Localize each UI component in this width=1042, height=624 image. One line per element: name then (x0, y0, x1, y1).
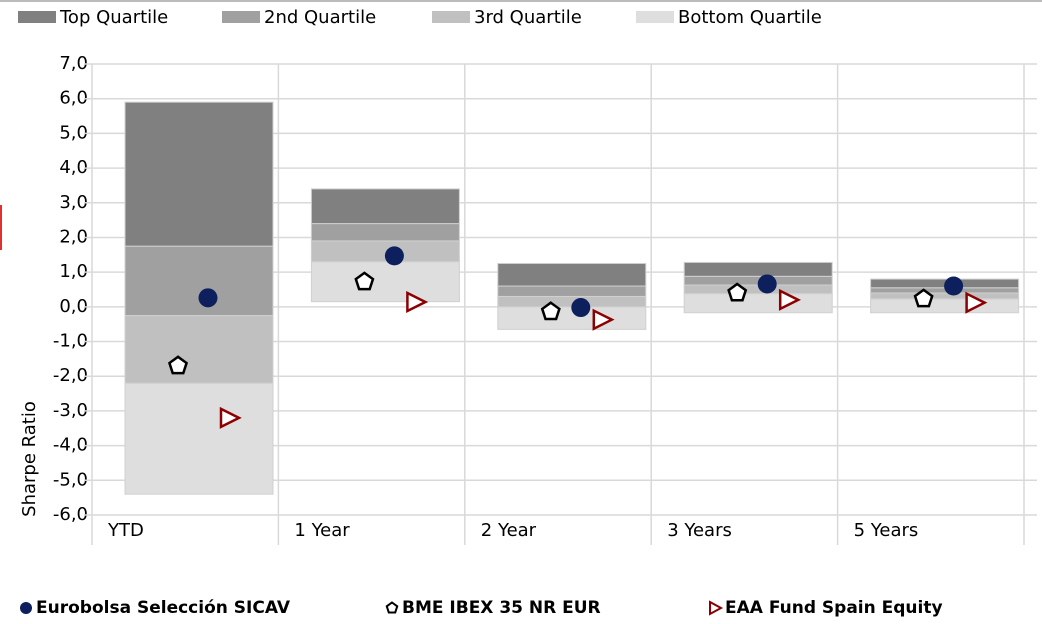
x-tick-label: 2 Year (481, 520, 537, 541)
y-tick-label: 7,0 (59, 53, 88, 74)
y-tick-label: 6,0 (59, 88, 88, 109)
y-tick-label: 4,0 (59, 157, 88, 178)
marker-pentagon (167, 355, 189, 375)
quartile-segment (497, 285, 647, 297)
marker-triangle (778, 288, 801, 311)
legend-label: BME IBEX 35 NR EUR (402, 598, 601, 618)
y-tick-label: -4,0 (53, 435, 88, 456)
y-tick-label: -2,0 (53, 365, 88, 386)
x-tick-label: 3 Years (667, 520, 732, 541)
quartile-segment (124, 382, 274, 495)
legend-swatch (222, 11, 260, 23)
y-tick-label: 0,0 (59, 296, 88, 317)
x-tick-label: 5 Years (854, 520, 919, 541)
quartile-segment (310, 188, 460, 225)
legend-marker (709, 600, 724, 616)
legend-label: 3rd Quartile (474, 7, 582, 28)
marker-triangle (965, 291, 988, 314)
y-tick-label: 3,0 (59, 192, 88, 213)
quartile-segment (870, 298, 1020, 314)
marker-circle (384, 246, 404, 266)
marker-triangle (592, 308, 615, 331)
legend-label: Eurobolsa Selección SICAV (36, 598, 291, 618)
x-tick-label: YTD (107, 520, 144, 541)
marker-pentagon (913, 288, 934, 308)
x-tick-label: 1 Year (294, 520, 350, 541)
y-axis-label: Sharpe Ratio (19, 401, 40, 517)
marker-circle (757, 274, 777, 294)
y-tick-label: -6,0 (53, 504, 88, 525)
marker-circle (944, 276, 964, 296)
quartile-segment (124, 315, 274, 384)
quartile-segment (124, 245, 274, 317)
quartile-segment (683, 293, 833, 314)
quartile-segment (870, 292, 1020, 300)
y-tick-label: -5,0 (53, 469, 88, 490)
legend-label: Bottom Quartile (678, 7, 822, 28)
legend-marker (385, 601, 399, 614)
legend-swatch (432, 11, 470, 23)
y-tick-label: 5,0 (59, 122, 88, 143)
marker-triangle (406, 290, 429, 314)
quartile-segment (124, 101, 274, 247)
quartile-segment (683, 261, 833, 277)
y-tick-label: -1,0 (53, 331, 88, 352)
legend-label: Top Quartile (59, 7, 168, 28)
y-tick-label: 2,0 (59, 226, 88, 247)
quartile-segment (310, 261, 460, 303)
edge-marker (0, 205, 2, 250)
marker-pentagon (354, 271, 375, 291)
legend-swatch (636, 11, 674, 23)
y-tick-label: -3,0 (53, 400, 88, 421)
y-tick-label: 1,0 (59, 261, 88, 282)
legend-marker (20, 602, 32, 614)
marker-circle (198, 288, 218, 308)
quartile-segment (310, 223, 460, 242)
legend-label: EAA Fund Spain Equity (725, 598, 943, 618)
legend-swatch (18, 11, 56, 23)
marker-triangle (219, 406, 242, 429)
marker-pentagon (540, 301, 561, 321)
marker-pentagon (727, 282, 748, 302)
legend-label: 2nd Quartile (264, 7, 376, 28)
quartile-segment (497, 262, 647, 287)
marker-circle (571, 298, 591, 318)
